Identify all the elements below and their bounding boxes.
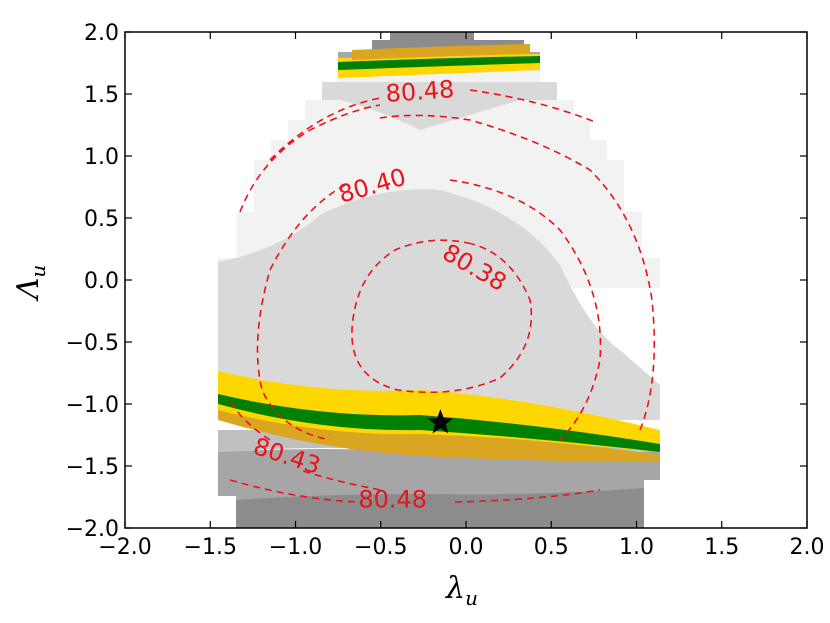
x-axis: −2.0 −1.5 −1.0 −0.5 0.0 0.5 1.0 1.5 2.0 xyxy=(98,32,825,560)
y-axis: −2.0 −1.5 −1.0 −0.5 0.0 0.5 1.0 1.5 2.0 xyxy=(66,21,807,542)
contour-lines xyxy=(229,89,656,503)
contour-label: 80.48 xyxy=(385,75,456,108)
y-tick-label: 2.0 xyxy=(84,21,119,46)
x-tick-label: 0.5 xyxy=(534,535,569,560)
y-axis-label-subscript: u xyxy=(26,265,50,278)
region-mid-gray-center xyxy=(218,189,660,420)
y-tick-label: −2.0 xyxy=(66,517,119,542)
y-axis-label-main: Λ xyxy=(11,278,46,303)
x-tick-label: 1.5 xyxy=(704,535,739,560)
y-tick-label: −1.0 xyxy=(66,393,119,418)
x-axis-label-main: λ xyxy=(445,571,465,606)
band-orange-top xyxy=(352,44,530,60)
x-axis-label-subscript: u xyxy=(465,586,478,610)
best-fit-star-icon xyxy=(427,409,454,434)
x-tick-label: 2.0 xyxy=(790,535,825,560)
y-tick-label: −1.5 xyxy=(66,455,119,480)
y-tick-label: 1.0 xyxy=(84,145,119,170)
y-tick-label: 0.5 xyxy=(84,207,119,232)
contour-80.38 xyxy=(351,239,533,394)
x-tick-label: 0.0 xyxy=(449,535,484,560)
x-tick-label: 1.0 xyxy=(619,535,654,560)
band-green-top xyxy=(338,56,540,70)
y-tick-label: −0.5 xyxy=(66,331,119,356)
x-tick-label: −1.5 xyxy=(184,535,237,560)
contour-80.40 xyxy=(256,179,602,441)
x-axis-label: λu xyxy=(445,571,478,610)
y-axis-label: Λu xyxy=(11,265,50,303)
x-tick-label: −1.0 xyxy=(269,535,322,560)
x-tick-label: −2.0 xyxy=(98,535,151,560)
y-tick-label: 1.5 xyxy=(84,83,119,108)
y-tick-label: 0.0 xyxy=(84,269,119,294)
contour-80.43 xyxy=(229,104,656,491)
x-tick-label: −0.5 xyxy=(354,535,407,560)
band-orange-bottom xyxy=(218,410,660,462)
contour-80.48 xyxy=(229,89,601,503)
contour-label: 80.48 xyxy=(358,485,427,513)
